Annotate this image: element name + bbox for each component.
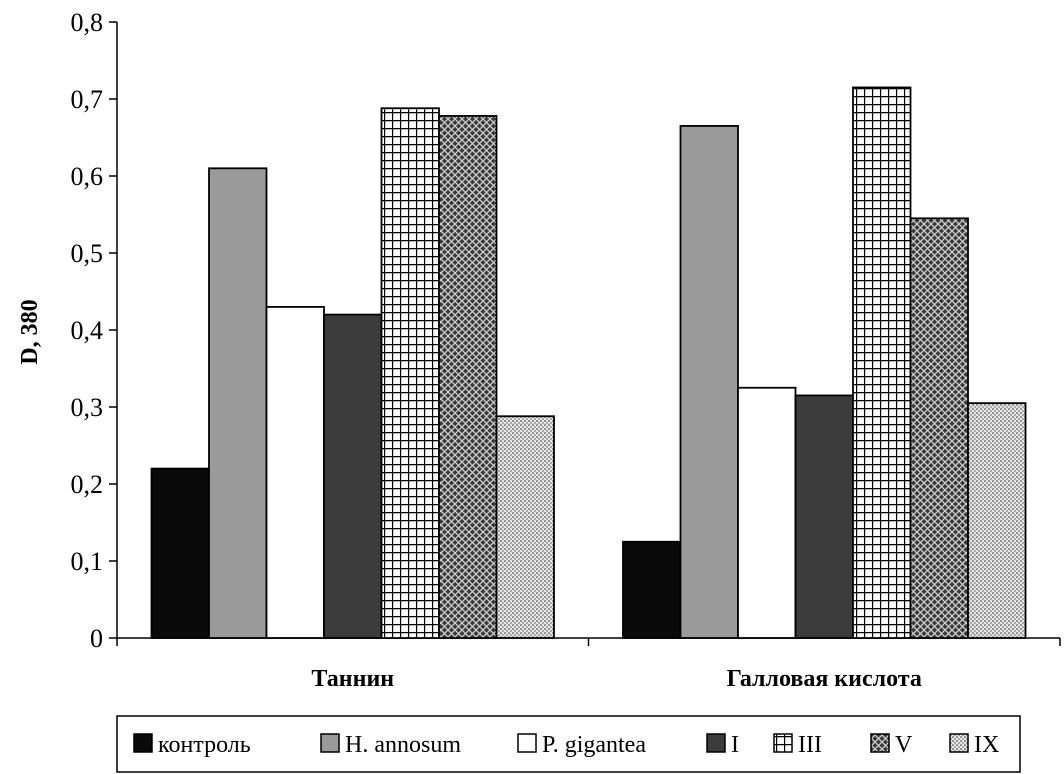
bar — [622, 540, 682, 639]
y-axis-title: D, 380 — [17, 299, 43, 364]
legend-swatch — [773, 733, 793, 753]
legend-swatch — [517, 733, 537, 753]
y-tick-label: 0,3 — [71, 393, 104, 422]
bar — [265, 305, 325, 639]
legend-label: V — [895, 732, 913, 758]
legend-box — [116, 715, 1021, 773]
bar — [495, 415, 555, 639]
y-tick-label: 0,5 — [71, 239, 104, 268]
y-tick-label: 0,2 — [71, 470, 104, 499]
y-tick-label: 0,7 — [71, 85, 104, 114]
legend-label: P. gigantea — [542, 732, 646, 758]
legend-label: III — [798, 732, 822, 758]
bar — [679, 125, 739, 639]
legend-label: контроль — [158, 732, 251, 758]
y-tick-label: 0 — [90, 624, 103, 653]
bar — [737, 386, 797, 639]
bar — [323, 313, 383, 639]
bar — [909, 217, 969, 639]
legend-swatch — [870, 733, 890, 753]
bar — [852, 86, 912, 639]
legend-swatch — [320, 733, 340, 753]
bar — [438, 115, 498, 639]
legend-label: I — [731, 732, 739, 758]
legend-swatch — [949, 733, 969, 753]
legend-label: H. annosum — [345, 732, 461, 758]
legend-label: IX — [974, 732, 999, 758]
y-tick-label: 0,6 — [71, 162, 104, 191]
axis-labels: 0 0,1 0,2 0,3 0,4 0,5 0,6 0,7 0,8 Таннин Галловая … — [71, 8, 922, 692]
bars — [150, 86, 1027, 639]
bar — [150, 467, 210, 639]
y-tick-label: 0,1 — [71, 547, 104, 576]
y-tick-label: 0,8 — [71, 8, 104, 37]
bar — [794, 394, 854, 639]
bar — [208, 167, 268, 639]
legend: контроль H. annosum P. gigantea I III V IX — [116, 715, 1021, 773]
y-tick-label: 0,4 — [71, 316, 104, 345]
bar — [967, 402, 1027, 639]
bar — [380, 107, 440, 639]
x-category-label: Таннин — [311, 666, 394, 692]
x-category-label: Галловая кислота — [727, 666, 922, 692]
legend-swatch — [133, 733, 153, 753]
legend-swatch — [706, 733, 726, 753]
